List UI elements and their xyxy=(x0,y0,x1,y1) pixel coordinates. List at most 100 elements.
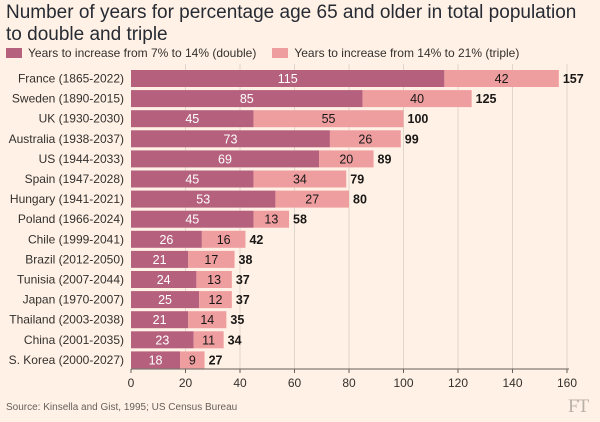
legend-item-triple: Years to increase from 14% to 21% (tripl… xyxy=(272,46,519,60)
x-tick-label: 0 xyxy=(128,376,135,390)
data-label-double: 45 xyxy=(185,112,199,126)
data-label-total: 42 xyxy=(249,233,263,247)
data-label-double: 23 xyxy=(155,333,169,347)
x-tick-label: 20 xyxy=(179,376,193,390)
x-tick-label: 140 xyxy=(502,376,522,390)
bar-triple xyxy=(188,250,235,268)
data-label-triple: 11 xyxy=(202,333,215,347)
data-label-total: 58 xyxy=(293,213,307,227)
data-label-triple: 20 xyxy=(339,152,353,166)
category-label: UK (1930-2030) xyxy=(39,112,124,126)
data-label-triple: 40 xyxy=(410,92,424,106)
bar-double xyxy=(131,351,181,369)
data-label-total: 37 xyxy=(236,293,250,307)
category-label: Hungary (1941-2021) xyxy=(10,192,124,206)
data-label-total: 89 xyxy=(378,152,392,166)
legend-label-double: Years to increase from 7% to 14% (double… xyxy=(28,46,257,60)
bar-triple xyxy=(196,271,232,288)
data-label-triple: 27 xyxy=(305,193,319,207)
data-label-total: 34 xyxy=(228,333,242,347)
data-label-double: 24 xyxy=(157,273,171,287)
data-label-triple: 34 xyxy=(293,173,307,187)
bar-double xyxy=(131,70,445,87)
x-tick-label: 120 xyxy=(448,376,468,390)
data-label-triple: 16 xyxy=(217,233,231,247)
category-label: Chile (1999-2041) xyxy=(28,232,124,246)
data-label-triple: 55 xyxy=(322,112,336,126)
category-label: US (1944-2033) xyxy=(39,152,124,166)
bar-triple xyxy=(253,170,347,188)
data-label-double: 85 xyxy=(240,92,254,106)
x-tick-label: 80 xyxy=(342,376,356,390)
category-label: Brazil (2012-2050) xyxy=(25,252,124,266)
data-label-triple: 12 xyxy=(209,293,223,307)
legend-swatch-triple xyxy=(272,48,289,58)
category-label: Sweden (1890-2015) xyxy=(12,92,124,106)
bar-triple xyxy=(188,311,227,329)
x-tick-label: 160 xyxy=(557,376,577,390)
bar-triple xyxy=(253,210,290,228)
category-label: Thailand (2003-2038) xyxy=(9,313,124,327)
bar-double xyxy=(131,170,254,188)
chart-legend: Years to increase from 7% to 14% (double… xyxy=(6,46,535,60)
data-label-total: 79 xyxy=(350,173,364,187)
data-label-double: 69 xyxy=(218,152,232,166)
bar-double xyxy=(131,250,189,268)
data-label-double: 115 xyxy=(278,72,298,86)
bar-triple xyxy=(329,130,401,148)
category-label: France (1865-2022) xyxy=(18,72,124,86)
data-label-triple: 13 xyxy=(207,273,221,287)
data-label-triple: 14 xyxy=(200,313,214,327)
data-label-double: 21 xyxy=(153,313,167,327)
bar-double xyxy=(131,331,194,349)
data-label-total: 100 xyxy=(408,112,429,126)
bar-triple xyxy=(253,110,404,128)
data-label-triple: 42 xyxy=(495,72,509,86)
data-label-triple: 13 xyxy=(264,213,278,227)
bar-triple xyxy=(319,150,374,168)
bar-triple xyxy=(180,351,205,369)
bar-double xyxy=(131,210,254,228)
bar-triple xyxy=(362,90,472,108)
category-label: Australia (1938-2037) xyxy=(9,132,124,146)
data-label-total: 37 xyxy=(236,273,250,287)
data-label-total: 38 xyxy=(239,253,253,267)
legend-label-triple: Years to increase from 14% to 21% (tripl… xyxy=(294,46,520,60)
bar-triple xyxy=(199,291,232,309)
bar-double xyxy=(131,291,200,309)
bar-double xyxy=(131,190,276,208)
data-label-total: 99 xyxy=(405,132,419,146)
legend-swatch-double xyxy=(6,48,22,58)
bar-triple xyxy=(201,230,246,248)
data-label-double: 53 xyxy=(196,193,210,207)
source-note: Source: Kinsella and Gist, 1995; US Cens… xyxy=(6,402,238,413)
x-tick-label: 100 xyxy=(393,376,413,390)
data-label-double: 26 xyxy=(159,233,173,247)
category-label: Japan (1970-2007) xyxy=(23,293,124,307)
bar-double xyxy=(131,90,363,108)
ft-logo: FT xyxy=(568,396,589,417)
legend-item-double: Years to increase from 7% to 14% (double… xyxy=(6,46,256,60)
data-label-double: 18 xyxy=(149,353,163,367)
data-label-double: 25 xyxy=(158,293,172,307)
data-label-double: 45 xyxy=(185,213,199,227)
category-label: Poland (1966-2024) xyxy=(18,212,124,226)
data-label-total: 27 xyxy=(209,353,223,367)
bar-triple xyxy=(444,70,559,87)
data-label-double: 73 xyxy=(224,132,238,146)
bar-triple xyxy=(193,331,224,349)
bar-double xyxy=(131,271,197,288)
data-label-total: 157 xyxy=(563,72,584,86)
data-label-triple: 17 xyxy=(204,253,218,267)
data-label-total: 125 xyxy=(476,92,497,106)
data-label-triple: 26 xyxy=(358,132,372,146)
chart-title: Number of years for percentage age 65 an… xyxy=(6,2,577,45)
data-label-double: 45 xyxy=(185,173,199,187)
bar-triple xyxy=(275,190,349,208)
x-tick-label: 40 xyxy=(233,376,247,390)
data-label-total: 80 xyxy=(353,193,367,207)
x-tick-label: 60 xyxy=(288,376,302,390)
bar-double xyxy=(131,311,189,329)
category-label: China (2001-2035) xyxy=(24,333,124,347)
